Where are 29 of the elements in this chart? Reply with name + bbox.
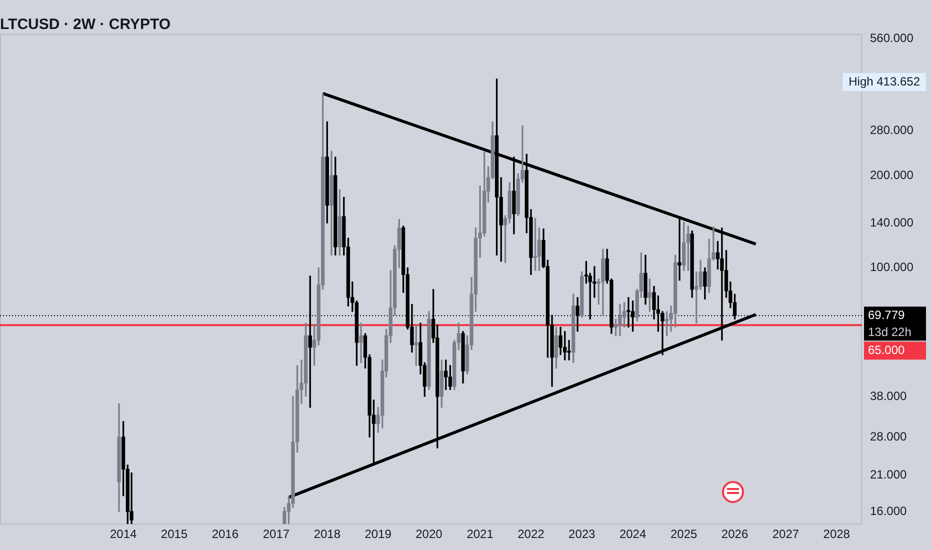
- y-tick-label: 140.000: [870, 215, 914, 230]
- text: 13d 22h: [868, 324, 912, 339]
- annotation: High 413.652: [848, 74, 920, 88]
- x-tick-label: 2026: [721, 527, 748, 542]
- x-tick-label: 2028: [823, 527, 850, 542]
- y-tick-label: 200.000: [870, 168, 914, 182]
- y-tick-label: 100.000: [870, 260, 914, 274]
- x-tick-label: 2021: [466, 527, 494, 542]
- y-tick-label: 28.000: [870, 429, 908, 444]
- y-tick-label: 38.000: [870, 388, 908, 403]
- x-tick-label: 2015: [160, 527, 188, 542]
- x-tick-label: 2014: [110, 527, 137, 542]
- y-tick-label: 16.000: [870, 504, 908, 518]
- x-tick-label: 2027: [772, 527, 800, 542]
- x-tick-label: 2020: [416, 527, 443, 542]
- x-tick-label: 2019: [364, 527, 392, 542]
- x-tick-label: 2024: [619, 527, 646, 542]
- y-tick-label: 280.000: [870, 123, 914, 138]
- y-tick-label: 21.000: [870, 468, 908, 482]
- x-tick-label: 2017: [262, 527, 290, 542]
- x-tick-label: 2016: [212, 527, 239, 542]
- ref-line-label: 65.000: [868, 342, 906, 357]
- x-tick-label: 2023: [568, 527, 596, 542]
- x-tick-label: 2018: [314, 527, 341, 542]
- ref-line-label: 69.779: [868, 308, 906, 322]
- x-tick-label: 2022: [518, 527, 545, 542]
- y-tick-label: 560.000: [870, 30, 914, 45]
- chart-title: LTCUSD · 2W · CRYPTO: [0, 16, 171, 34]
- x-tick-label: 2025: [670, 527, 698, 542]
